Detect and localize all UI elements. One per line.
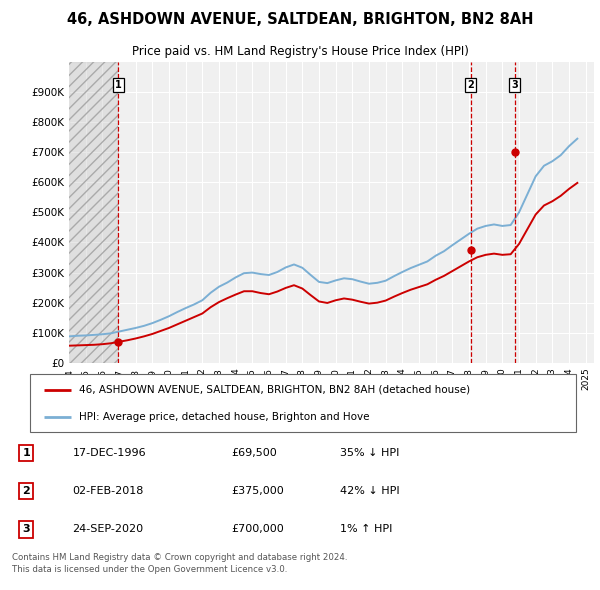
FancyBboxPatch shape <box>30 374 576 432</box>
Text: 1% ↑ HPI: 1% ↑ HPI <box>340 525 392 535</box>
Text: 42% ↓ HPI: 42% ↓ HPI <box>340 486 400 496</box>
Text: Contains HM Land Registry data © Crown copyright and database right 2024.
This d: Contains HM Land Registry data © Crown c… <box>12 553 347 574</box>
Text: £69,500: £69,500 <box>231 448 277 458</box>
Text: 24-SEP-2020: 24-SEP-2020 <box>73 525 143 535</box>
Text: 35% ↓ HPI: 35% ↓ HPI <box>340 448 400 458</box>
Text: 2: 2 <box>23 486 30 496</box>
Text: 1: 1 <box>23 448 30 458</box>
Text: 46, ASHDOWN AVENUE, SALTDEAN, BRIGHTON, BN2 8AH: 46, ASHDOWN AVENUE, SALTDEAN, BRIGHTON, … <box>67 12 533 27</box>
Text: £375,000: £375,000 <box>231 486 284 496</box>
Text: 2: 2 <box>467 80 474 90</box>
Bar <box>69 62 118 363</box>
Text: Price paid vs. HM Land Registry's House Price Index (HPI): Price paid vs. HM Land Registry's House … <box>131 45 469 58</box>
Bar <box>69 62 118 363</box>
Text: 3: 3 <box>23 525 30 535</box>
Text: 1: 1 <box>115 80 122 90</box>
Text: 17-DEC-1996: 17-DEC-1996 <box>73 448 146 458</box>
Text: 02-FEB-2018: 02-FEB-2018 <box>73 486 144 496</box>
Text: £700,000: £700,000 <box>231 525 284 535</box>
Text: 3: 3 <box>511 80 518 90</box>
Text: 46, ASHDOWN AVENUE, SALTDEAN, BRIGHTON, BN2 8AH (detached house): 46, ASHDOWN AVENUE, SALTDEAN, BRIGHTON, … <box>79 385 470 395</box>
Text: HPI: Average price, detached house, Brighton and Hove: HPI: Average price, detached house, Brig… <box>79 412 370 422</box>
